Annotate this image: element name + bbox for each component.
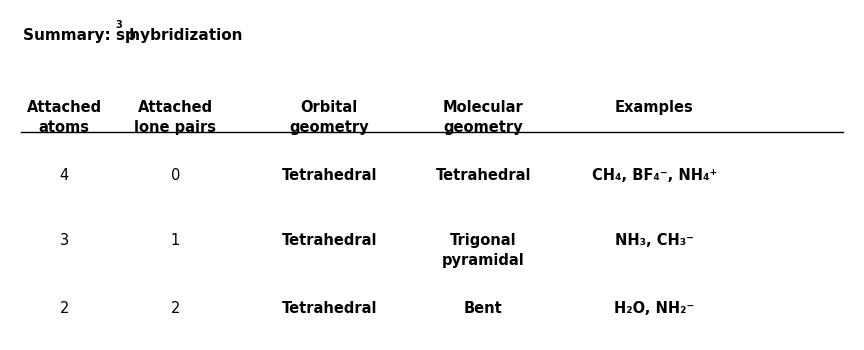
Text: 2: 2 <box>60 301 69 316</box>
Text: Tetrahedral: Tetrahedral <box>282 168 377 183</box>
Text: Orbital
geometry: Orbital geometry <box>289 100 369 135</box>
Text: CH₄, BF₄⁻, NH₄⁺: CH₄, BF₄⁻, NH₄⁺ <box>592 168 717 183</box>
Text: Trigonal
pyramidal: Trigonal pyramidal <box>442 233 524 268</box>
Text: Molecular
geometry: Molecular geometry <box>443 100 524 135</box>
Text: Attached
atoms: Attached atoms <box>27 100 102 135</box>
Text: 0: 0 <box>170 168 180 183</box>
Text: 4: 4 <box>60 168 69 183</box>
Text: Examples: Examples <box>615 100 694 115</box>
Text: Bent: Bent <box>464 301 503 316</box>
Text: Summary: sp: Summary: sp <box>23 28 136 43</box>
Text: 2: 2 <box>170 301 180 316</box>
Text: NH₃, CH₃⁻: NH₃, CH₃⁻ <box>615 233 694 248</box>
Text: Tetrahedral: Tetrahedral <box>282 233 377 248</box>
Text: 3: 3 <box>116 20 122 29</box>
Text: Tetrahedral: Tetrahedral <box>282 301 377 316</box>
Text: hybridization: hybridization <box>124 28 243 43</box>
Text: 3: 3 <box>60 233 68 248</box>
Text: Attached
lone pairs: Attached lone pairs <box>134 100 216 135</box>
Text: Tetrahedral: Tetrahedral <box>435 168 531 183</box>
Text: 1: 1 <box>171 233 180 248</box>
Text: H₂O, NH₂⁻: H₂O, NH₂⁻ <box>614 301 695 316</box>
